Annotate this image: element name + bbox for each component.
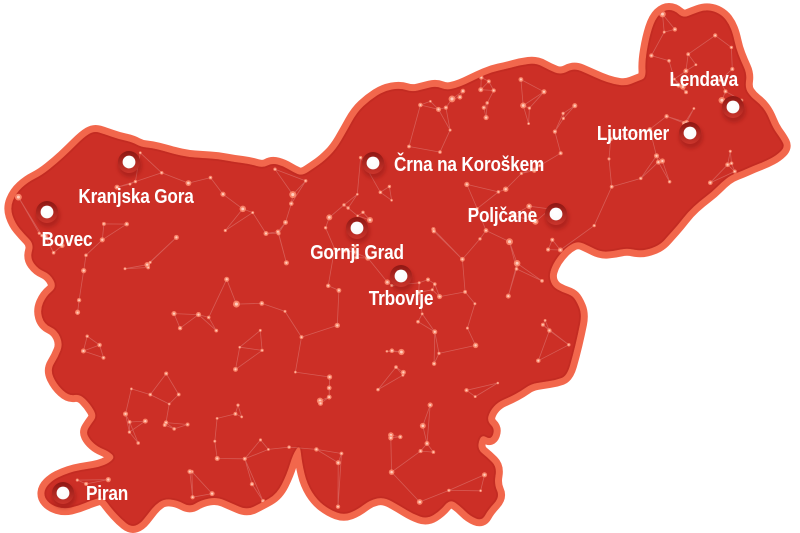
label-piran: Piran — [86, 482, 128, 505]
label-gornji-grad: Gornji Grad — [310, 241, 404, 264]
marker-core — [350, 221, 364, 235]
marker-lendava[interactable] — [722, 96, 746, 123]
marker-gornji-grad[interactable] — [346, 217, 370, 244]
marker-bovec[interactable] — [36, 201, 60, 228]
marker-piran[interactable] — [52, 482, 76, 509]
marker-core — [122, 155, 136, 169]
city-markers — [36, 96, 746, 509]
marker-core — [394, 269, 408, 283]
marker-ljutomer[interactable] — [679, 122, 703, 149]
marker-poljc-ane[interactable] — [545, 203, 569, 230]
label-c-rna-na-koros-kem: Črna na Koroškem — [394, 153, 544, 176]
marker-core — [549, 207, 563, 221]
marker-core — [683, 126, 697, 140]
marker-c-rna-na-koros-kem[interactable] — [362, 152, 386, 179]
label-ljutomer: Ljutomer — [597, 122, 669, 145]
label-poljc-ane: Poljčane — [468, 204, 537, 227]
marker-core — [40, 205, 54, 219]
label-trbovlje: Trbovlje — [369, 287, 434, 310]
marker-trbovlje[interactable] — [390, 265, 414, 292]
city-labels: Bovec Kranjska Gora Piran Črna na Koroškem G… — [42, 68, 739, 505]
marker-core — [726, 100, 740, 114]
marker-core — [56, 486, 70, 500]
label-lendava: Lendava — [669, 68, 738, 91]
marker-kranjska-gora[interactable] — [118, 151, 142, 178]
label-bovec: Bovec — [42, 228, 93, 251]
country-inner-rim — [11, 10, 784, 526]
label-kranjska-gora: Kranjska Gora — [78, 185, 194, 208]
marker-core — [366, 156, 380, 170]
